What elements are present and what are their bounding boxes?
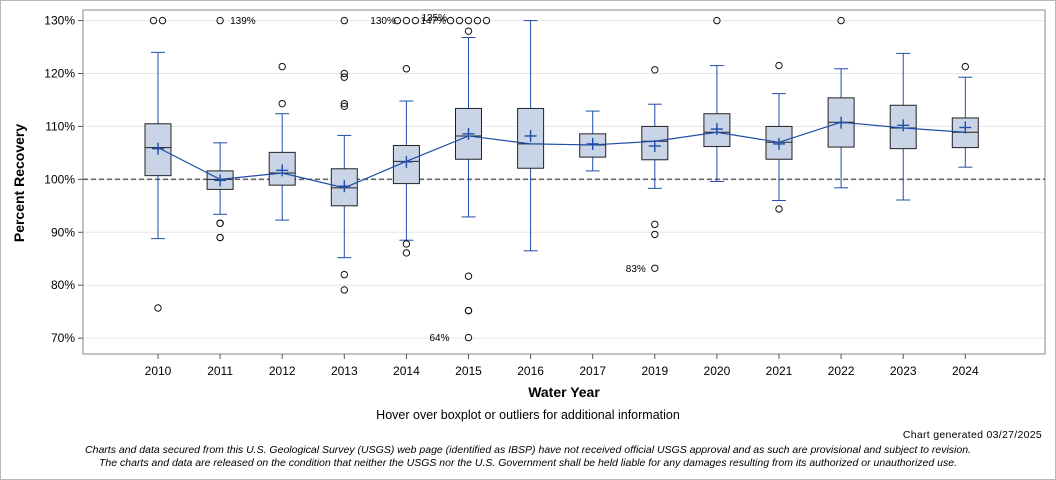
outlier-label-2013: 130% — [370, 16, 396, 27]
outlier-label-2019: 83% — [626, 264, 646, 275]
outlier-point[interactable] — [651, 264, 659, 272]
x-tick-label: 2024 — [952, 364, 979, 378]
outlier-point[interactable] — [216, 233, 224, 242]
outlier-point[interactable] — [473, 16, 482, 25]
outlier-point[interactable] — [216, 219, 224, 227]
disclaimer-line-2: The charts and data are released on the … — [99, 457, 957, 469]
outlier-point[interactable] — [158, 16, 167, 25]
outlier-point[interactable] — [837, 16, 845, 25]
x-tick-label: 2014 — [393, 364, 420, 378]
x-tick-label: 2011 — [207, 364, 233, 378]
boxplot-2021[interactable] — [765, 61, 793, 213]
x-tick-label: 2020 — [704, 364, 731, 378]
outlier-point[interactable] — [482, 16, 491, 25]
outlier-point[interactable] — [402, 249, 411, 257]
x-tick-label: 2012 — [269, 364, 296, 378]
outlier-point[interactable] — [216, 16, 224, 25]
x-tick-label: 2013 — [331, 364, 358, 378]
outlier-point[interactable] — [411, 16, 420, 25]
outlier-point[interactable] — [340, 270, 348, 279]
boxplot-2016[interactable] — [517, 20, 545, 252]
box-iqr — [517, 107, 545, 169]
outlier-point[interactable] — [149, 16, 158, 25]
outlier-point[interactable] — [455, 16, 464, 25]
boxplot-2024[interactable] — [951, 62, 979, 168]
y-axis-title: Percent Recovery — [11, 124, 27, 243]
outlier-point[interactable] — [340, 286, 348, 294]
disclaimer-line-1: Charts and data secured from this U.S. G… — [85, 444, 971, 456]
outlier-point[interactable] — [651, 220, 659, 229]
outlier-label-2011: 139% — [230, 16, 256, 27]
median-connect-line — [157, 121, 966, 189]
outlier-point[interactable] — [713, 16, 721, 25]
outlier-point[interactable] — [278, 99, 286, 108]
boxplot-2020[interactable] — [703, 16, 731, 182]
outlier-point[interactable] — [775, 61, 783, 70]
boxplot-2022[interactable] — [827, 16, 855, 189]
x-tick-label: 2015 — [455, 364, 482, 378]
y-tick-label: 90% — [51, 225, 75, 239]
y-tick-label: 120% — [44, 67, 75, 81]
x-tick-label: 2017 — [579, 364, 606, 378]
x-tick-label: 2010 — [145, 364, 172, 378]
boxplot-2013[interactable] — [330, 16, 358, 294]
outlier-point[interactable] — [340, 69, 348, 78]
x-tick-label: 2023 — [890, 364, 917, 378]
mean-line-layer — [157, 121, 966, 189]
outlier-point[interactable] — [278, 62, 286, 71]
boxplot-2019[interactable] — [641, 66, 669, 272]
x-axis-title: Water Year — [528, 384, 600, 400]
annotations-layer: 139% 130% 147%135% 83% 64% — [230, 13, 646, 344]
outlier-point[interactable] — [340, 102, 348, 111]
x-tick-label: 2021 — [766, 364, 793, 378]
outlier-point[interactable] — [464, 16, 473, 25]
y-tick-label: 100% — [44, 172, 75, 186]
outlier-point[interactable] — [464, 27, 473, 35]
outlier-point[interactable] — [402, 16, 411, 25]
outlier-point[interactable] — [340, 16, 348, 25]
outlier-point[interactable] — [340, 99, 348, 108]
hover-hint: Hover over boxplot or outliers for addit… — [376, 408, 680, 422]
outlier-point[interactable] — [393, 16, 402, 25]
outlier-point[interactable] — [340, 73, 348, 81]
axes: 70% 80% 90% 100% 110% 120% 130% 2010 2011 2012 201… — [44, 14, 979, 378]
outlier-point[interactable] — [402, 240, 411, 248]
y-tick-label: 110% — [45, 119, 75, 133]
outlier-point[interactable] — [464, 333, 473, 342]
outlier-point[interactable] — [651, 66, 659, 74]
y-tick-label: 70% — [51, 331, 75, 345]
boxplot-2010[interactable] — [144, 16, 172, 312]
outlier-point[interactable] — [446, 16, 455, 25]
plot-area-border — [82, 9, 1046, 355]
outlier-point[interactable] — [402, 65, 411, 73]
boxplot-2012[interactable] — [268, 62, 296, 221]
outlier-point[interactable] — [464, 306, 473, 315]
outlier-point[interactable] — [464, 272, 473, 280]
boxplot-2014[interactable] — [392, 16, 420, 257]
y-tick-label: 80% — [51, 278, 75, 292]
outlier-point[interactable] — [651, 230, 659, 239]
boxplot-chart: 70% 80% 90% 100% 110% 120% 130% 2010 2011 2012 201… — [11, 9, 1046, 400]
outlier-point[interactable] — [154, 304, 162, 312]
outlier-label-2015-bottom: 64% — [430, 333, 450, 344]
x-tick-label: 2022 — [828, 364, 855, 378]
chart-generated-date: Chart generated 03/27/2025 — [902, 429, 1042, 441]
boxplot-2017[interactable] — [579, 110, 607, 172]
x-tick-label: 2019 — [641, 364, 668, 378]
outlier-point[interactable] — [775, 205, 783, 213]
outlier-point[interactable] — [961, 62, 969, 71]
x-tick-label: 2016 — [517, 364, 544, 378]
outlier-label-2014: 147% — [420, 16, 446, 27]
boxplot-2011[interactable] — [206, 16, 234, 242]
outlier-label-2015-top: 135% — [422, 13, 448, 24]
y-tick-label: 130% — [44, 14, 75, 28]
